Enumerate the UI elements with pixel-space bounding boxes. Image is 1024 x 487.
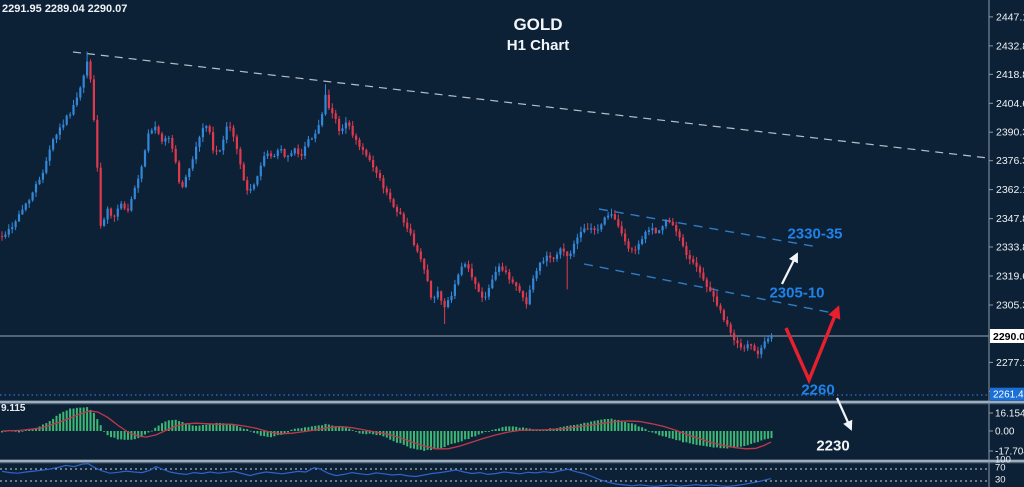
annotation-support-zone: 2305-10 (769, 284, 825, 302)
level-price-box: 2261.41 (990, 387, 1024, 401)
annotation-resistance-zone: 2330-35 (787, 225, 843, 243)
macd-axis-label: 16.154 (995, 409, 1024, 420)
panel-separator[interactable] (0, 400, 1024, 405)
panel-separator[interactable] (0, 459, 1024, 464)
candles-layer (0, 51, 773, 359)
macd-axis-label: -17.704 (995, 447, 1024, 458)
red-v-arrow (784, 305, 841, 385)
price-axis-label: 2277.10 (996, 357, 1024, 369)
descending-channel[interactable] (583, 208, 834, 314)
price-axis-label: 2404.60 (996, 98, 1024, 110)
svg-text:2261.41: 2261.41 (993, 390, 1024, 401)
price-axis-label: 2432.85 (996, 40, 1024, 52)
macd-signal-line (1, 410, 772, 450)
stoch-axis-label: 70 (995, 463, 1006, 474)
svg-text:2290.07: 2290.07 (993, 331, 1024, 343)
stoch-line (1, 462, 772, 487)
price-axis-label: 2418.85 (996, 69, 1024, 81)
price-axis-label: 2447.10 (996, 11, 1024, 23)
macd-axis-label: 0.00 (995, 427, 1015, 438)
price-axis-label: 2390.35 (996, 127, 1024, 139)
stoch-axis-label: 30 (995, 475, 1006, 486)
price-axis-label: 2362.10 (996, 184, 1024, 196)
current-price-box: 2290.07 (990, 329, 1024, 343)
price-axis-label: 2376.35 (996, 155, 1024, 167)
price-axis-label: 2319.60 (996, 271, 1024, 283)
price-axis-label: 2347.85 (996, 213, 1024, 225)
price-axis-label: 2305.35 (996, 300, 1024, 312)
price-axis[interactable]: 2447.10 2432.85 2418.85 2404.60 2390.35 2376.… (988, 0, 1024, 487)
white-arrow-down (835, 397, 853, 431)
stoch-axis-label: 100 (995, 455, 1011, 466)
annotation-target-2230: 2230 (816, 437, 850, 455)
annotation-target-2260: 2260 (801, 381, 835, 399)
white-arrow-up (781, 252, 798, 285)
price-axis-label: 2333.85 (996, 242, 1024, 254)
annotation-arrows (781, 252, 853, 431)
